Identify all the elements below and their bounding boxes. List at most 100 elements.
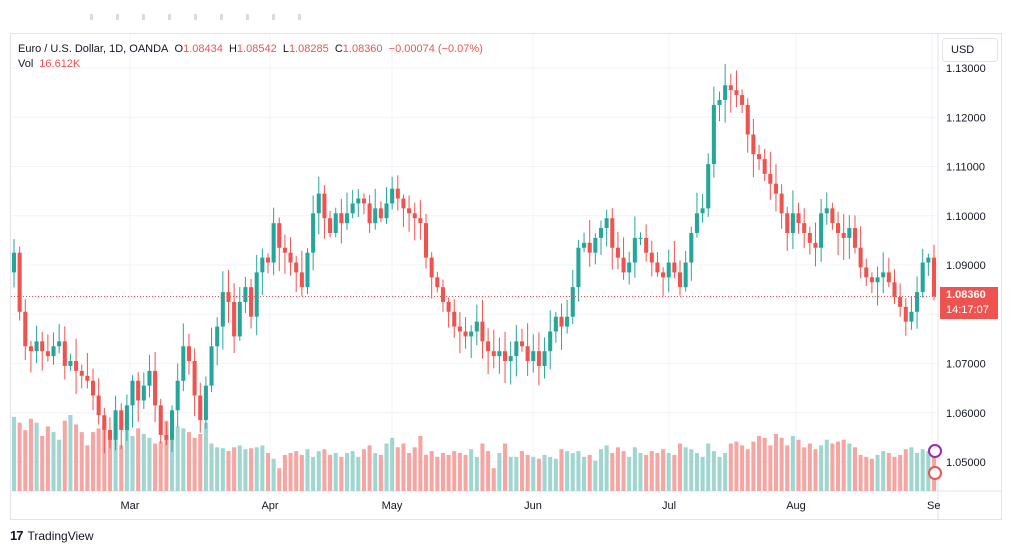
volume-bar <box>881 451 886 491</box>
open-label: O <box>174 43 184 55</box>
candle-body <box>480 321 485 342</box>
volume-bar <box>446 454 451 491</box>
candle-body <box>356 198 361 204</box>
candle-body <box>807 232 812 243</box>
volume-bar <box>164 420 169 491</box>
price-tick-label: 1.05000 <box>946 457 986 469</box>
volume-bar <box>68 415 73 491</box>
candle-body <box>412 213 417 219</box>
candle-body <box>407 208 412 214</box>
volume-bar <box>378 454 383 491</box>
symbol-label[interactable]: Euro / U.S. Dollar, 1D, OANDA <box>18 43 169 55</box>
volume-bar <box>847 443 852 491</box>
candle-body <box>271 223 276 263</box>
volume-bar <box>412 447 417 491</box>
event-marker-icon[interactable] <box>928 444 942 458</box>
volume-bar <box>192 437 197 491</box>
candle-body <box>469 331 474 337</box>
volume-bar <box>130 435 135 491</box>
volume-bar <box>74 424 79 491</box>
candle-body <box>237 301 242 337</box>
candle-body <box>728 85 733 91</box>
volume-bar <box>576 451 581 491</box>
volume-bar <box>232 447 237 491</box>
candle-body <box>886 272 891 283</box>
volume-bar <box>203 422 208 491</box>
volume-bar <box>423 454 429 491</box>
candle-body <box>875 277 880 283</box>
candle-body <box>401 198 406 209</box>
volume-bar <box>689 449 694 491</box>
candle-body <box>395 188 400 199</box>
candle-body <box>282 247 287 253</box>
time-tick-label: Se <box>927 500 940 512</box>
candle-body <box>587 242 592 253</box>
volume-bar <box>819 445 824 491</box>
volume-bar <box>124 420 129 491</box>
candle-body <box>519 341 525 347</box>
candle-body <box>915 292 920 312</box>
volume-bar <box>514 456 519 491</box>
candle-body <box>615 247 620 258</box>
volume-bar <box>361 449 366 491</box>
volume-bar <box>886 453 891 491</box>
volume-label[interactable]: Vol <box>18 58 34 70</box>
volume-bar <box>90 432 96 491</box>
volume-bar <box>728 443 733 491</box>
volume-bar <box>102 422 107 491</box>
volume-bar <box>333 453 338 491</box>
volume-bar <box>610 453 615 491</box>
volume-bar <box>768 445 773 491</box>
candle-body <box>700 208 705 214</box>
candle-body <box>841 232 846 238</box>
volume-bar <box>373 453 378 491</box>
candle-body <box>672 262 677 273</box>
volume-bar <box>107 432 112 491</box>
volume-bar <box>11 416 17 491</box>
tradingview-brand[interactable]: 17 TradingView <box>10 528 94 543</box>
candle-body <box>192 361 197 396</box>
candle-body <box>734 90 739 96</box>
candle-body <box>305 252 310 288</box>
volume-bar <box>305 449 310 491</box>
candle-body <box>294 262 299 273</box>
volume-bar <box>813 449 818 491</box>
bar-countdown: 14:17:07 <box>946 304 989 316</box>
candle-body <box>328 218 333 233</box>
volume-bar <box>158 441 163 491</box>
candle-body <box>170 410 175 440</box>
volume-bar <box>621 451 626 491</box>
candle-body <box>232 301 237 337</box>
candle-body <box>181 346 186 381</box>
volume-bar <box>790 435 795 491</box>
volume-bar <box>898 454 903 491</box>
candle-body <box>751 134 756 155</box>
currency-button[interactable]: USD <box>942 38 998 62</box>
candle-body <box>254 272 259 317</box>
time-tick-label: Apr <box>261 500 278 512</box>
volume-bar <box>740 445 745 491</box>
volume-bar <box>282 454 287 491</box>
candle-body <box>503 351 508 362</box>
candle-body <box>531 351 536 362</box>
candle-body <box>311 213 316 253</box>
volume-bar <box>785 445 790 491</box>
candle-body <box>486 341 491 352</box>
candle-body <box>847 228 852 238</box>
candle-body <box>277 223 282 248</box>
volume-bar <box>350 451 355 491</box>
candle-body <box>790 213 795 233</box>
candle-body <box>796 213 801 224</box>
candle-body <box>339 213 344 224</box>
volume-bar <box>598 449 604 491</box>
candle-body <box>864 267 869 278</box>
volume-bar <box>627 456 632 491</box>
candle-body <box>542 351 547 366</box>
volume-bar <box>756 435 762 491</box>
candle-body <box>164 434 169 440</box>
volume-bar <box>559 449 564 491</box>
chart-frame[interactable] <box>10 33 1002 520</box>
candle-body <box>677 272 683 288</box>
flag-marker-icon[interactable] <box>928 466 942 480</box>
